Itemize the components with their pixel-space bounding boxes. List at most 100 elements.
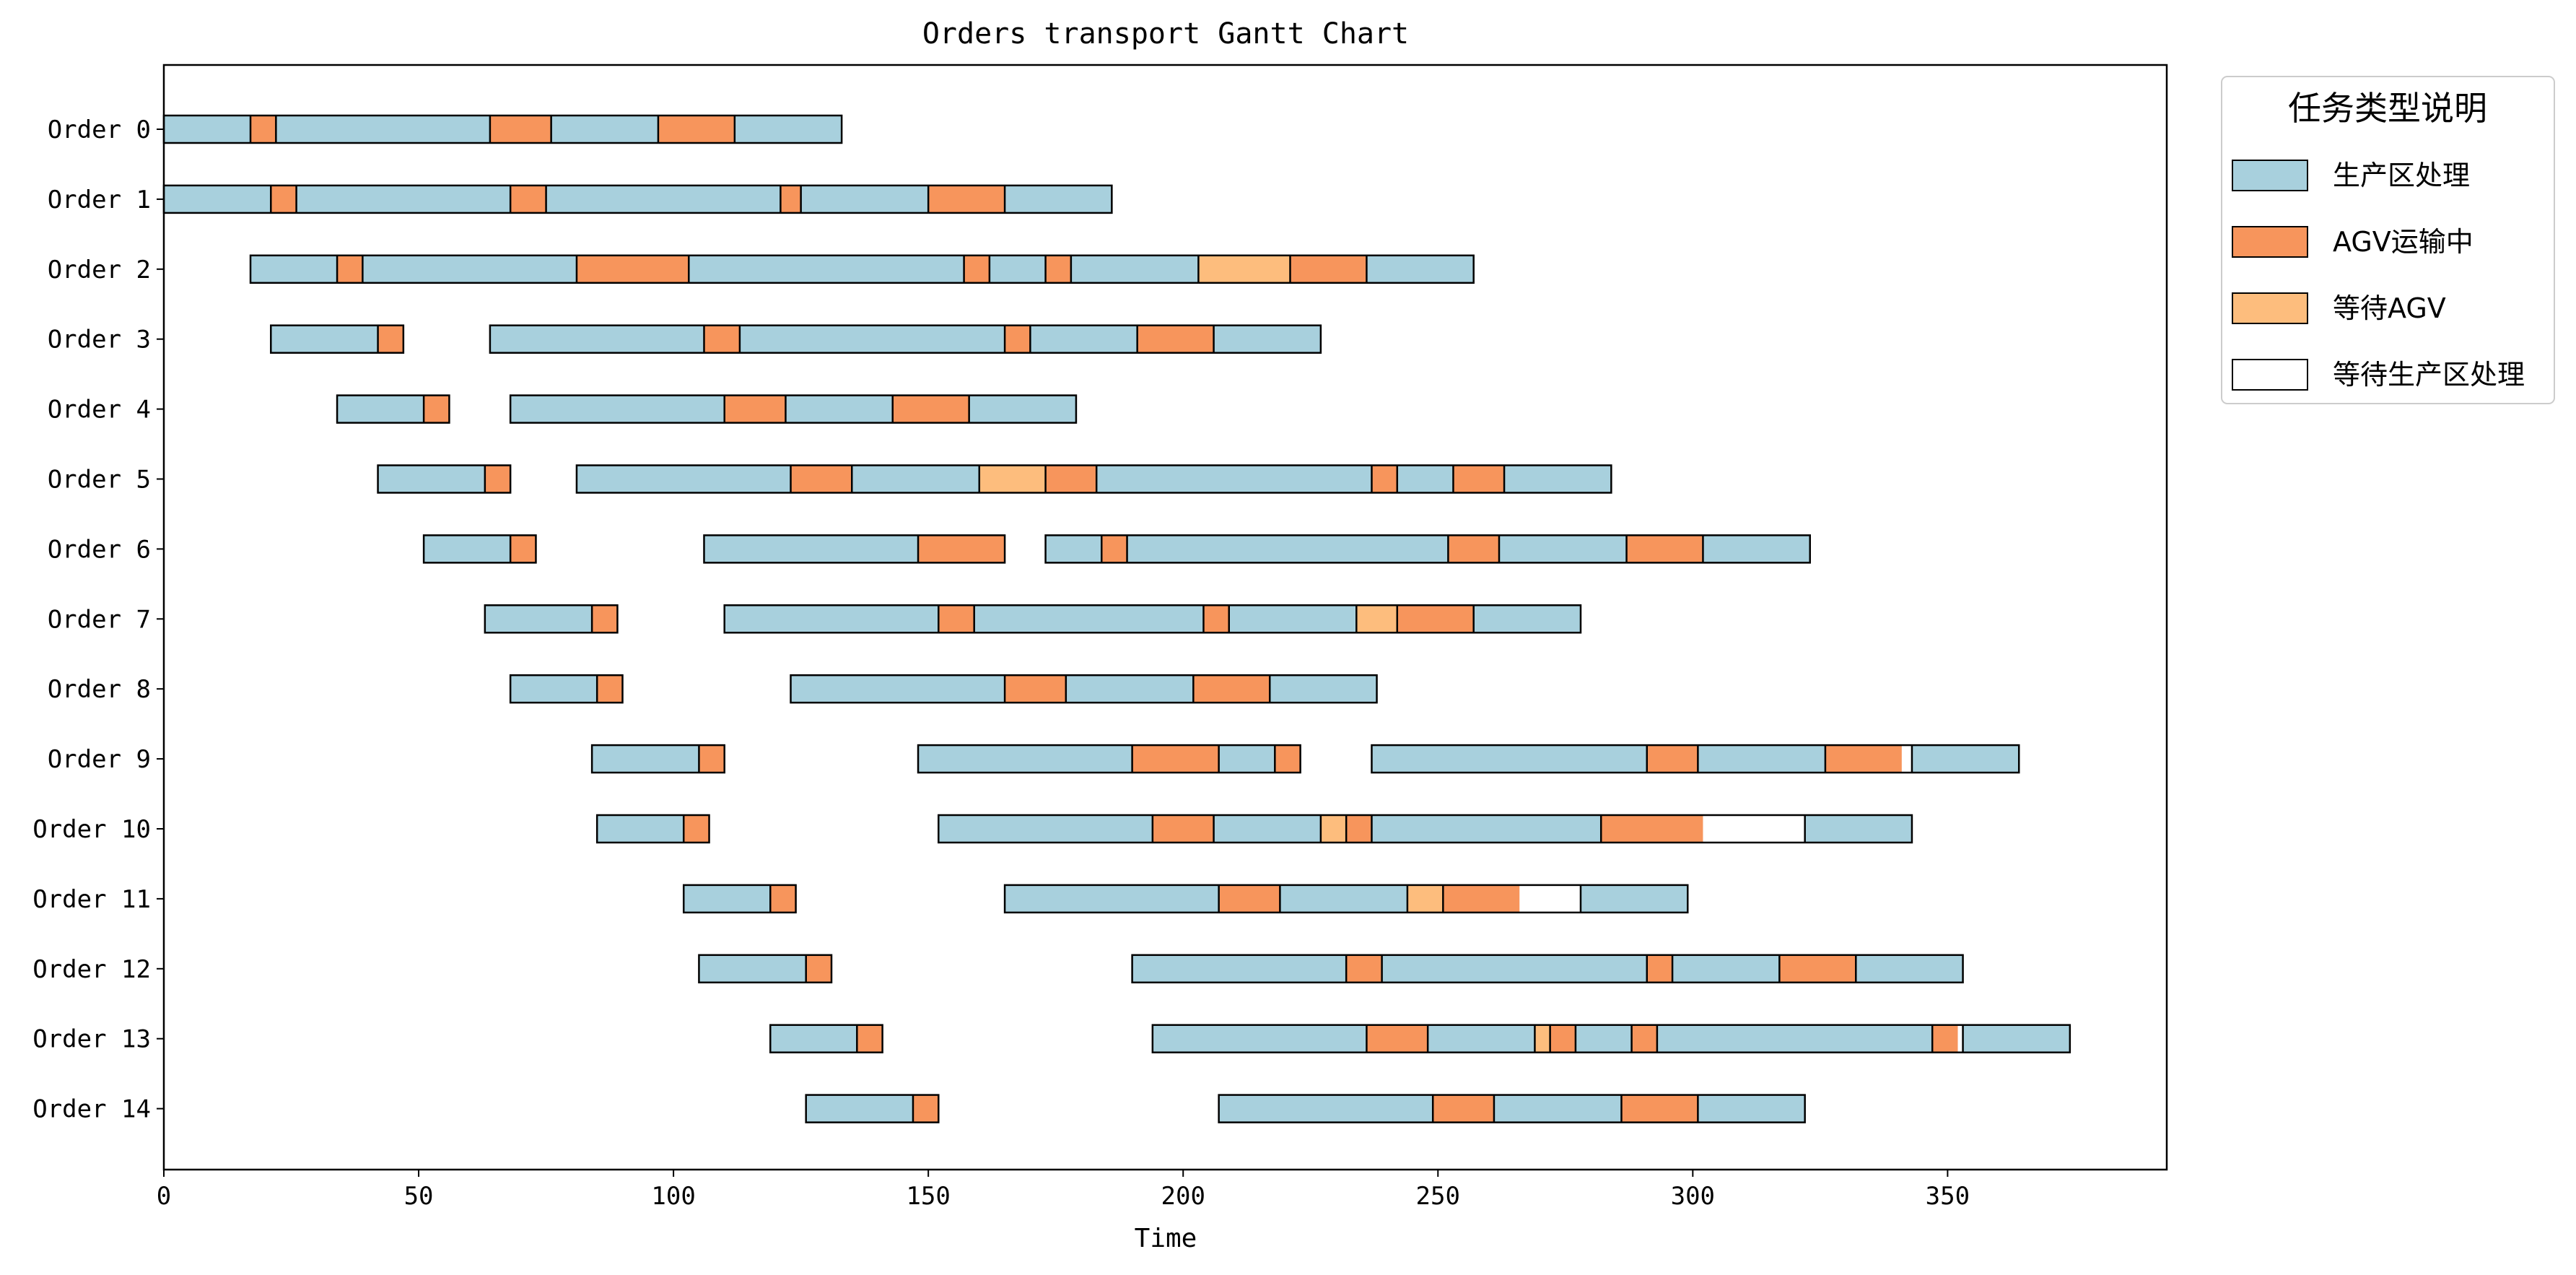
gantt-bar	[1132, 745, 1219, 773]
gantt-bar	[1070, 255, 1199, 283]
gantt-bar-outline	[270, 324, 405, 354]
gantt-bar	[989, 255, 1046, 283]
gantt-bar	[1045, 465, 1097, 493]
gantt-bar	[484, 605, 593, 633]
gantt-bar-outline	[484, 604, 619, 634]
gantt-bar	[724, 395, 786, 423]
gantt-bar	[800, 185, 929, 213]
gantt-bar	[684, 884, 771, 913]
gantt-bar	[164, 185, 271, 213]
gantt-bar	[1698, 1095, 1805, 1123]
gantt-bar	[250, 116, 276, 143]
gantt-row-9	[1371, 744, 2020, 774]
gantt-bar	[1132, 954, 1347, 983]
gantt-bar-outline	[703, 534, 1006, 564]
gantt-bar-outline	[590, 744, 725, 774]
gantt-bar-outline	[595, 814, 710, 844]
y-tick-label: Order 5	[48, 466, 151, 495]
y-tick-label: Order 7	[48, 605, 151, 634]
gantt-bar	[510, 395, 725, 423]
gantt-bar	[1443, 884, 1520, 913]
gantt-bar	[1397, 465, 1454, 493]
gantt-bar	[1005, 325, 1031, 353]
gantt-bar	[979, 465, 1046, 493]
legend-swatch	[2232, 226, 2308, 258]
y-axis: Order 0 Order 1 Order 2 Order 3 Order 4 Order…	[32, 116, 164, 1124]
gantt-bar	[1127, 535, 1449, 563]
gantt-bar	[576, 255, 689, 283]
gantt-bar	[1550, 1024, 1576, 1053]
y-tick-label: Order 4	[48, 396, 151, 425]
gantt-bar-outline	[1371, 744, 2020, 774]
gantt-bar	[1198, 255, 1291, 283]
gantt-bar	[964, 255, 990, 283]
gantt-bar	[805, 954, 831, 983]
x-axis-label: Time	[1135, 1224, 1197, 1253]
gantt-bar	[928, 185, 1005, 213]
gantt-bar	[1280, 884, 1407, 913]
gantt-bar	[489, 116, 551, 143]
gantt-bar	[1218, 745, 1275, 773]
gantt-bar	[1045, 535, 1102, 563]
gantt-row-5	[575, 464, 1612, 494]
legend-label: AGV运输中	[2333, 226, 2474, 258]
gantt-bar	[785, 395, 893, 423]
gantt-bar	[337, 255, 363, 283]
gantt-row-5	[377, 464, 512, 494]
gantt-bar	[1575, 1024, 1632, 1053]
gantt-bar	[1005, 675, 1066, 703]
gantt-bar	[1580, 884, 1688, 913]
gantt-bar	[1005, 185, 1112, 213]
gantt-bar-outline	[509, 394, 1078, 424]
gantt-bar	[1646, 745, 1698, 773]
gantt-row-7	[723, 604, 1582, 634]
gantt-bar	[1453, 465, 1505, 493]
gantt-bar	[484, 465, 511, 493]
gantt-bar	[918, 535, 1005, 563]
gantt-bar	[296, 185, 511, 213]
gantt-bar-outline	[1044, 534, 1811, 564]
gantt-row-6	[703, 534, 1006, 564]
gantt-bar	[1320, 815, 1347, 843]
gantt-row-0	[162, 114, 843, 144]
gantt-bar	[739, 325, 1005, 353]
gantt-bar	[1137, 325, 1214, 353]
gantt-bar	[1493, 1095, 1622, 1123]
gantt-bar	[576, 465, 791, 493]
gantt-bar	[597, 675, 623, 703]
gantt-bar	[1371, 745, 1647, 773]
gantt-bar	[164, 116, 251, 143]
y-tick-label: Order 9	[48, 745, 151, 774]
gantt-bar	[1366, 1024, 1428, 1053]
gantt-bar	[1698, 745, 1825, 773]
gantt-bar	[1346, 815, 1372, 843]
gantt-bar-outline	[489, 324, 1322, 354]
x-tick-label: 350	[1926, 1182, 1970, 1211]
x-tick-label: 300	[1671, 1182, 1715, 1211]
x-tick-label: 250	[1416, 1182, 1460, 1211]
gantt-row-8	[509, 674, 624, 704]
gantt-bar	[790, 465, 852, 493]
gantt-bar	[1213, 325, 1321, 353]
gantt-bar-outline	[575, 464, 1612, 494]
legend-swatch	[2232, 160, 2308, 191]
gantt-bar	[857, 1024, 883, 1053]
gantt-bar	[1856, 954, 1963, 983]
gantt-bar	[1656, 1024, 1933, 1053]
gantt-bar	[1433, 1095, 1494, 1123]
gantt-bar	[699, 954, 806, 983]
gantt-row-7	[484, 604, 619, 634]
gantt-bar	[938, 815, 1153, 843]
gantt-bar	[1270, 675, 1377, 703]
legend-title: 任务类型说明	[2288, 89, 2487, 128]
x-tick-label: 100	[651, 1182, 695, 1211]
gantt-bar	[892, 395, 969, 423]
gantt-bar	[658, 116, 735, 143]
gantt-bar	[377, 325, 403, 353]
legend-label: 等待AGV	[2333, 292, 2446, 324]
gantt-row-10	[938, 814, 1913, 844]
gantt-bar	[551, 116, 658, 143]
gantt-row-3	[270, 324, 405, 354]
chart-title: Orders transport Gantt Chart	[922, 17, 1409, 51]
gantt-bar	[1534, 1024, 1550, 1053]
